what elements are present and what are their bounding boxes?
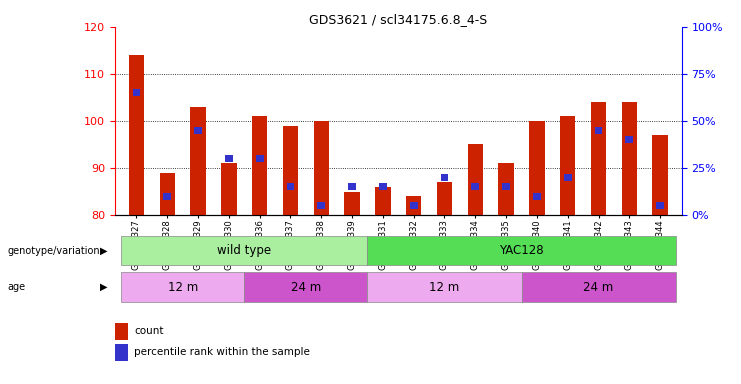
Bar — [317, 202, 325, 209]
Bar — [368, 236, 676, 265]
Bar — [313, 121, 329, 215]
Text: genotype/variation: genotype/variation — [7, 245, 100, 256]
Bar — [379, 183, 387, 190]
Bar — [283, 126, 298, 215]
Bar — [368, 272, 522, 302]
Bar — [221, 163, 236, 215]
Bar — [375, 187, 391, 215]
Text: count: count — [134, 326, 164, 336]
Bar — [657, 202, 664, 209]
Bar — [163, 193, 171, 200]
Text: YAC128: YAC128 — [499, 244, 544, 257]
Bar — [252, 116, 268, 215]
Bar — [502, 183, 510, 190]
Bar — [468, 144, 483, 215]
Bar — [245, 272, 368, 302]
Bar — [436, 182, 452, 215]
Bar — [595, 127, 602, 134]
Bar — [560, 116, 576, 215]
Bar — [410, 202, 417, 209]
Bar — [345, 192, 360, 215]
Bar — [653, 135, 668, 215]
Bar — [129, 55, 144, 215]
Bar — [190, 107, 206, 215]
Text: 24 m: 24 m — [290, 281, 321, 293]
Bar — [591, 102, 606, 215]
Bar — [121, 272, 245, 302]
Text: ▶: ▶ — [100, 282, 107, 292]
Text: 12 m: 12 m — [167, 281, 198, 293]
Text: wild type: wild type — [217, 244, 271, 257]
Text: percentile rank within the sample: percentile rank within the sample — [134, 347, 310, 358]
Bar — [159, 173, 175, 215]
Bar — [522, 272, 676, 302]
Bar — [529, 121, 545, 215]
Bar — [121, 236, 368, 265]
Bar — [194, 127, 202, 134]
Bar — [441, 174, 448, 181]
Text: age: age — [7, 282, 25, 292]
Text: 12 m: 12 m — [429, 281, 459, 293]
Bar — [564, 174, 571, 181]
Text: 24 m: 24 m — [583, 281, 614, 293]
Bar — [348, 183, 356, 190]
Bar — [133, 89, 140, 96]
Bar — [256, 155, 264, 162]
Bar — [625, 136, 634, 143]
Bar — [471, 183, 479, 190]
Bar — [622, 102, 637, 215]
Bar — [287, 183, 294, 190]
Bar — [499, 163, 514, 215]
Bar — [225, 155, 233, 162]
Title: GDS3621 / scl34175.6.8_4-S: GDS3621 / scl34175.6.8_4-S — [309, 13, 488, 26]
Bar — [406, 196, 422, 215]
Text: ▶: ▶ — [100, 245, 107, 256]
Bar — [533, 193, 541, 200]
